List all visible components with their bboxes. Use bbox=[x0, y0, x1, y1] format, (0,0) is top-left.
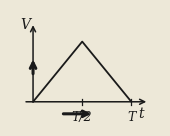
Text: V: V bbox=[21, 18, 31, 32]
Text: T/2: T/2 bbox=[72, 111, 92, 124]
Text: t: t bbox=[138, 107, 144, 121]
Text: T: T bbox=[127, 111, 135, 124]
